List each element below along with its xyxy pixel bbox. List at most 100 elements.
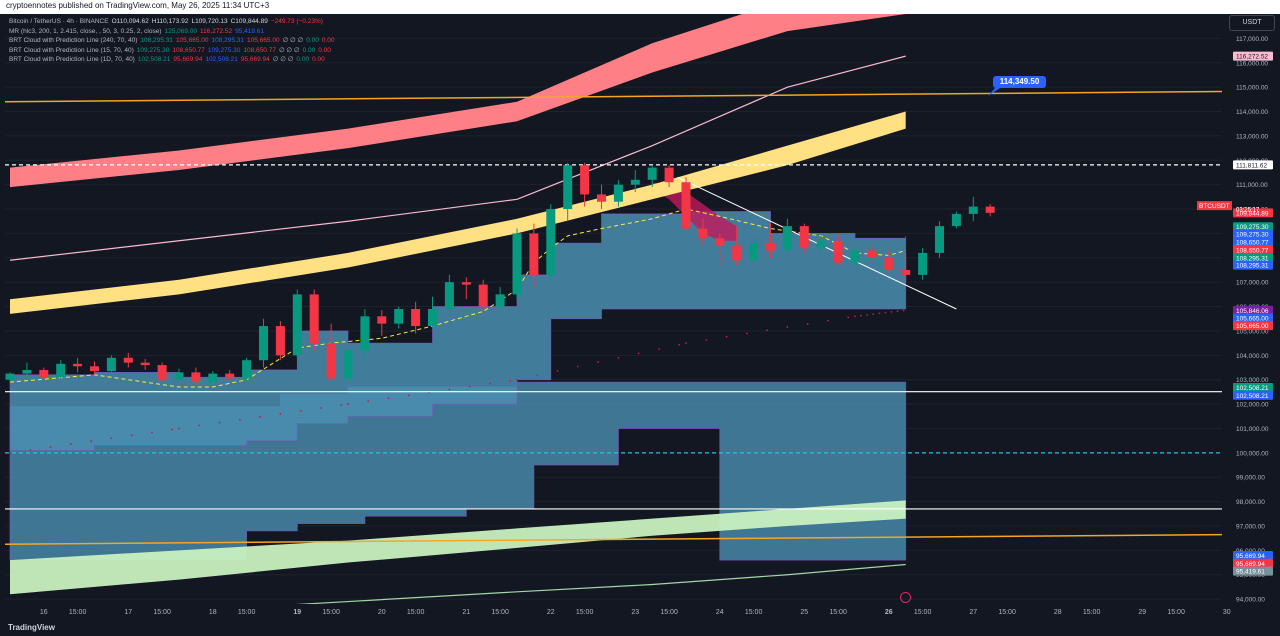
candle-body [326,343,336,379]
maroon-dot [340,404,343,406]
maroon-dot [617,356,620,359]
price-label-bg [1233,253,1273,263]
x-tick-label: 24 [716,609,724,616]
x-tick-label: 15:00 [69,609,87,616]
legend-value: 108,295.31 [140,37,173,45]
plot-area [5,14,1222,604]
legend-row[interactable]: BRT Cloud with Prediction Line (1D, 70, … [9,55,338,65]
price-label-bg [1233,160,1273,170]
maroon-dot [69,443,72,445]
y-tick-label: 102,000.00 [1236,402,1269,409]
candle-body [478,284,488,307]
candle-body [428,309,437,327]
maroon-dot [725,335,728,338]
legend-value: 0.00 [318,46,331,54]
candle-body [918,252,928,275]
maroon-dot [597,361,600,364]
price-label-bg [1233,566,1273,576]
legend-label: BRT Cloud with Prediction Line (240, 70,… [9,37,138,45]
x-tick-label: 26 [885,609,893,616]
maroon-dot [347,403,349,405]
footer-bar: TradingView [0,620,1280,636]
maroon-dot [766,329,769,332]
candle-body [512,233,522,295]
maroon-dot [705,339,708,341]
y-tick-label: 116,000.00 [1236,60,1268,67]
y-tick-label: 94,000.00 [1236,597,1265,604]
x-tick-label: 15:00 [829,609,847,616]
x-tick-label: 17 [124,609,132,616]
y-tick-label: 101,000.00 [1236,426,1269,433]
candle-body [275,326,285,356]
currency-selector[interactable]: USDT [1229,15,1275,31]
legend-value: 95,419.61 [235,27,265,35]
legend-value: 0.00 [296,56,310,64]
legend-label: Bitcoin / TetherUS · 4h · BINANCE [9,18,109,25]
maroon-dot [576,365,579,368]
publish-header-bar: cryptoennotes published on TradingView.c… [0,0,1280,14]
maroon-dot [827,319,829,322]
legend-row[interactable]: MR (hlc3, 200, 1, 2.415, close, , 50, 3,… [9,27,338,37]
maroon-dot [884,311,887,314]
price-label-bg [1233,51,1273,61]
legend-label: MR (hlc3, 200, 1, 2.415, close, , 50, 3,… [9,27,162,35]
red-cloud [652,182,737,241]
candle-body [951,213,961,227]
candle-body [546,209,556,275]
price-chart[interactable]: 94,000.0095,000.0096,000.0097,000.0098,0… [0,0,1280,620]
maroon-dot [238,418,241,421]
x-tick-label: 19 [293,609,301,616]
candle-body [698,228,708,239]
legend-value: 0.00 [321,37,335,45]
maroon-dot [299,410,302,412]
legend-value: 105,665.00 [175,37,209,45]
legend-value: 0.00 [302,46,316,54]
y-tick-label: 115,000.00 [1236,85,1268,92]
maroon-dot [198,424,201,427]
x-tick-label: 15:00 [745,609,763,616]
legend-row[interactable]: BRT Cloud with Prediction Line (15, 70, … [9,46,338,56]
candle-body [208,373,218,383]
legend-row[interactable]: BRT Cloud with Prediction Line (240, 70,… [9,36,338,46]
x-tick-label: 27 [969,609,977,616]
x-tick-label: 21 [462,609,470,616]
price-label-bg [1233,222,1273,232]
x-tick-label: 15:00 [1083,609,1101,616]
price-label: 108,650.77 [1236,247,1269,254]
price-label-bg [1233,383,1273,393]
grey-curve [295,563,906,604]
price-label: 116,272.52 [1236,54,1268,61]
price-label-bg [1233,313,1273,323]
price-label-bg [1233,237,1273,247]
legend-value: 125,069.00 [164,27,198,35]
y-tick-label: 98,000.00 [1236,499,1265,506]
callout-pointer [988,88,1000,96]
x-tick-label: 15:00 [998,609,1016,616]
y-tick-label: 104,000.00 [1236,353,1269,360]
maroon-dot [49,446,52,448]
maroon-dot [110,437,113,440]
price-label: 111,811.62 [1236,162,1267,169]
maroon-dot [9,451,11,454]
legend-value: ∅ ∅ ∅ [282,37,304,45]
legend-value: 95,669.94 [240,56,270,64]
x-tick-label: 28 [1054,609,1062,616]
maroon-dot [658,348,660,350]
yellow-band [10,111,906,314]
legend-row[interactable]: Bitcoin / TetherUS · 4h · BINANCE O110,09… [9,17,338,27]
price-label-bg [1233,229,1273,239]
candle-body [884,257,894,270]
maroon-dot [678,343,681,346]
symbol-tag: BTCUSDT [1199,203,1230,210]
price-label-bg [1233,245,1273,255]
candle-body [225,373,235,379]
candle-body [394,309,404,324]
price-label: 105,665.00 [1236,316,1269,323]
legend-value: −249.73 (−0.23%) [270,18,323,25]
clock-icon[interactable] [900,592,911,603]
maroon-dot [130,434,133,437]
candle-body [597,194,606,202]
price-callout: 114,349.50 [993,76,1046,88]
candle-body [22,369,32,374]
x-tick-label: 15:00 [153,609,171,616]
